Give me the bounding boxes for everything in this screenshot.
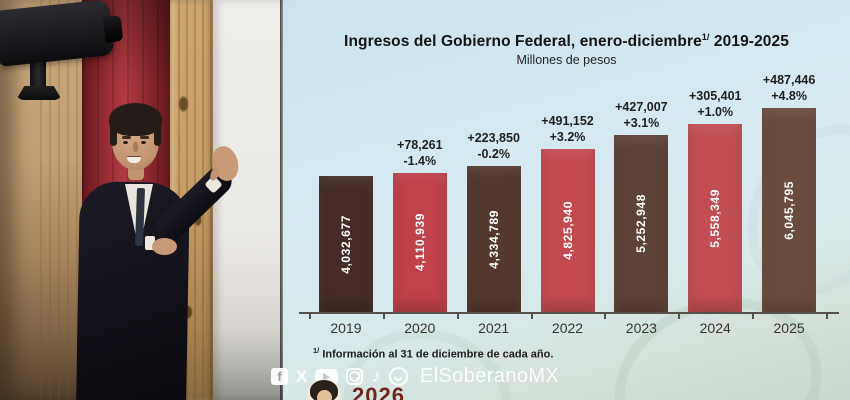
chart-column-2022: +491,152 +3.2% 4,825,940 [531,113,605,312]
x-axis-tick [309,313,311,319]
chart-column-2021: +223,850 -0.2% 4,334,789 [457,130,531,312]
press-room-photo: Vision [0,0,290,400]
presenter-sideburn-left [110,126,117,146]
presenter-smile [127,156,141,163]
annotation-percent: -1.4% [403,154,437,168]
bar-2019: 4,032,677 [318,176,373,312]
annotation-delta: +305,401 [688,89,742,103]
x-tick-label: 2020 [404,320,436,336]
x-axis-tick [382,313,385,319]
chart-title: Ingresos del Gobierno Federal, enero-dic… [283,32,850,51]
x-axis-line [299,312,839,314]
annotation-delta: +487,446 [762,73,816,87]
watermark-social-row: f X ♪ ElSoberanoMX [271,365,559,388]
presenter-eye-right [141,141,146,144]
bar-value-label: 4,334,789 [486,209,501,269]
presenter-brow-left [122,136,131,139]
chart-column-2024: +305,401 +1.0% 5,558,349 [678,88,752,312]
bar-annotation: +427,007 +3.1% [615,99,667,131]
bar-annotation: +487,446 +4.8% [763,72,815,104]
presenter-hair [109,103,162,136]
x-tick-label: 2022 [551,320,584,336]
footnote-superscript: 1/ [313,346,320,355]
bar-annotation: +305,401 +1.0% [689,88,741,120]
presenter [0,0,290,400]
annotation-percent: +4.8% [771,89,807,103]
annotation-delta: +78,261 [397,138,443,152]
chart-title-superscript: 1/ [701,32,710,42]
projected-slide: Ingresos del Gobierno Federal, enero-dic… [283,0,850,400]
bar-2020: 4,110,939 [392,173,447,312]
camera-mount-base [16,86,62,100]
bar-value-label: 5,252,948 [634,194,649,253]
x-tick-label: 2023 [625,320,657,336]
annotation-percent: +3.1% [623,116,660,130]
chart-column-2025: +487,446 +4.8% 6,045,795 [752,72,826,312]
camera-mount-post [30,56,46,88]
annotation-percent: -0.2% [477,147,510,161]
annotation-delta: +427,007 [615,100,668,114]
bar-2021: 4,334,789 [466,166,521,312]
brand-avatar [307,379,341,400]
chart-footnote: 1/ Información al 31 de diciembre de cad… [313,346,553,361]
presenter-nose [133,142,138,152]
annotation-delta: +491,152 [541,114,594,128]
presenter-hand-left [152,238,177,255]
projection-screen-edge [280,0,285,400]
x-icon: X [296,367,308,386]
screen-side-panel [213,0,283,400]
x-axis-tick [530,313,533,319]
bar-annotation: +491,152 +3.2% [541,113,593,145]
bar-value-label: 4,032,677 [338,214,353,274]
bar-2023: 5,252,948 [614,135,669,312]
bar-value-label: 4,110,939 [412,213,427,272]
bar-value-label: 5,558,349 [708,188,723,248]
bar-2024: 5,558,349 [688,124,743,312]
annotation-percent: +3.2% [549,130,586,144]
presenter-brow-right [140,136,149,139]
brand-year-overlay: 2026 [352,383,405,400]
bar-value-label: 4,825,940 [560,201,575,260]
chart-year-labels: 2019 2020 2021 2022 2023 2024 2025 [309,320,826,336]
tiktok-icon: ♪ [371,366,381,387]
x-axis-tick [604,313,607,319]
x-axis-ticks [309,313,828,320]
chart-column-2019: 4,032,677 [309,172,383,312]
chart-title-years: 2019-2025 [709,33,789,51]
x-tick-label: 2024 [699,320,731,336]
instagram-dot [357,371,360,374]
bar-annotation: +223,850 -0.2% [467,130,519,162]
bar-2022: 4,825,940 [540,149,595,312]
watermark-handle: ElSoberanoMX [419,365,560,387]
bar-2025: 6,045,795 [762,108,817,312]
x-tick-label: 2021 [478,320,510,336]
bar-annotation: +78,261 -1.4% [397,137,443,169]
bar-value-label: 6,045,795 [782,180,797,240]
avatar-face [317,390,332,400]
annotation-percent: +1.0% [697,105,734,119]
chart-title-text: Ingresos del Gobierno Federal, enero-dic… [344,33,702,51]
annotation-delta: +223,850 [467,131,520,145]
chart-column-2023: +427,007 +3.1% 5,252,948 [604,99,678,312]
presenter-eye-left [123,141,128,144]
footnote-text: Información al 31 de diciembre de cada a… [319,348,554,361]
chart-column-2020: +78,261 -1.4% 4,110,939 [383,137,457,312]
x-tick-label: 2025 [773,320,805,336]
x-axis-tick [678,313,681,319]
chart-subtitle: Millones de pesos [516,53,617,67]
x-axis-tick [752,313,755,319]
shirt-cuff-left [145,236,155,250]
chart-columns: 4,032,677 +78,261 -1.4% 4,110,939 +223,850 -0… [309,68,826,312]
x-tick-label: 2019 [330,320,362,336]
x-axis-tick [826,313,828,319]
presenter-sideburn-right [154,126,161,146]
whatsapp-icon [388,367,408,386]
x-axis-tick [456,313,459,319]
facebook-icon: f [271,368,288,385]
instagram-icon [346,368,364,385]
